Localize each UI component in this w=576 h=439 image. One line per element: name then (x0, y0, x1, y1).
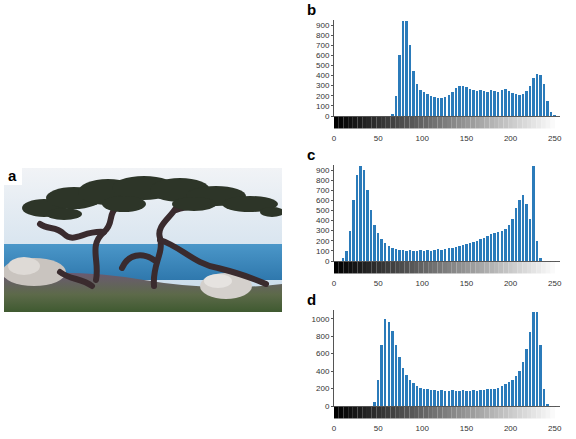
svg-text:100: 100 (316, 102, 330, 111)
svg-text:300: 300 (316, 81, 330, 90)
svg-text:200: 200 (316, 92, 330, 101)
svg-text:400: 400 (316, 367, 330, 376)
svg-text:0: 0 (325, 402, 330, 411)
svg-text:800: 800 (316, 176, 330, 185)
svg-text:500: 500 (316, 61, 330, 70)
svg-text:700: 700 (316, 41, 330, 50)
svg-text:a: a (8, 168, 17, 184)
svg-text:600: 600 (316, 196, 330, 205)
svg-text:400: 400 (316, 71, 330, 80)
svg-text:0: 0 (332, 424, 337, 433)
svg-text:800: 800 (316, 332, 330, 341)
svg-text:50: 50 (374, 424, 383, 433)
svg-text:600: 600 (316, 349, 330, 358)
svg-text:150: 150 (460, 134, 474, 143)
svg-text:200: 200 (504, 424, 518, 433)
svg-text:c: c (307, 147, 315, 163)
svg-text:1000: 1000 (312, 315, 330, 324)
svg-text:250: 250 (548, 134, 562, 143)
svg-text:100: 100 (416, 424, 430, 433)
svg-text:0: 0 (325, 112, 330, 121)
svg-text:400: 400 (316, 216, 330, 225)
svg-text:100: 100 (316, 247, 330, 256)
svg-text:700: 700 (316, 186, 330, 195)
svg-text:50: 50 (374, 279, 383, 288)
svg-text:0: 0 (332, 279, 337, 288)
svg-text:900: 900 (316, 166, 330, 175)
svg-text:300: 300 (316, 226, 330, 235)
svg-text:100: 100 (416, 279, 430, 288)
svg-text:200: 200 (316, 237, 330, 246)
svg-text:250: 250 (548, 424, 562, 433)
svg-text:200: 200 (504, 279, 518, 288)
svg-text:150: 150 (460, 424, 474, 433)
svg-text:0: 0 (325, 257, 330, 266)
svg-text:900: 900 (316, 21, 330, 30)
svg-text:500: 500 (316, 206, 330, 215)
svg-text:b: b (307, 2, 316, 18)
svg-text:50: 50 (374, 134, 383, 143)
svg-text:150: 150 (460, 279, 474, 288)
svg-text:200: 200 (316, 384, 330, 393)
svg-text:200: 200 (504, 134, 518, 143)
svg-text:600: 600 (316, 51, 330, 60)
svg-text:d: d (307, 292, 316, 308)
svg-text:100: 100 (416, 134, 430, 143)
svg-text:0: 0 (332, 134, 337, 143)
svg-text:250: 250 (548, 279, 562, 288)
svg-text:800: 800 (316, 31, 330, 40)
